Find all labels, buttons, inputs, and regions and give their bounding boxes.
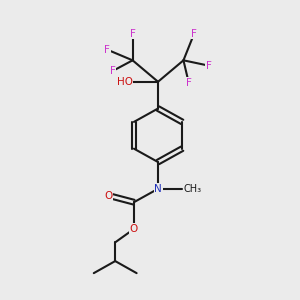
Text: HO: HO [117,77,133,87]
Text: F: F [206,61,212,71]
Text: F: F [191,28,197,39]
Text: O: O [130,224,138,234]
Text: F: F [186,78,192,88]
Text: F: F [110,66,116,76]
Text: F: F [130,28,136,39]
Text: F: F [104,45,110,55]
Text: O: O [104,190,112,200]
Text: N: N [154,184,162,194]
Text: CH₃: CH₃ [184,184,202,194]
